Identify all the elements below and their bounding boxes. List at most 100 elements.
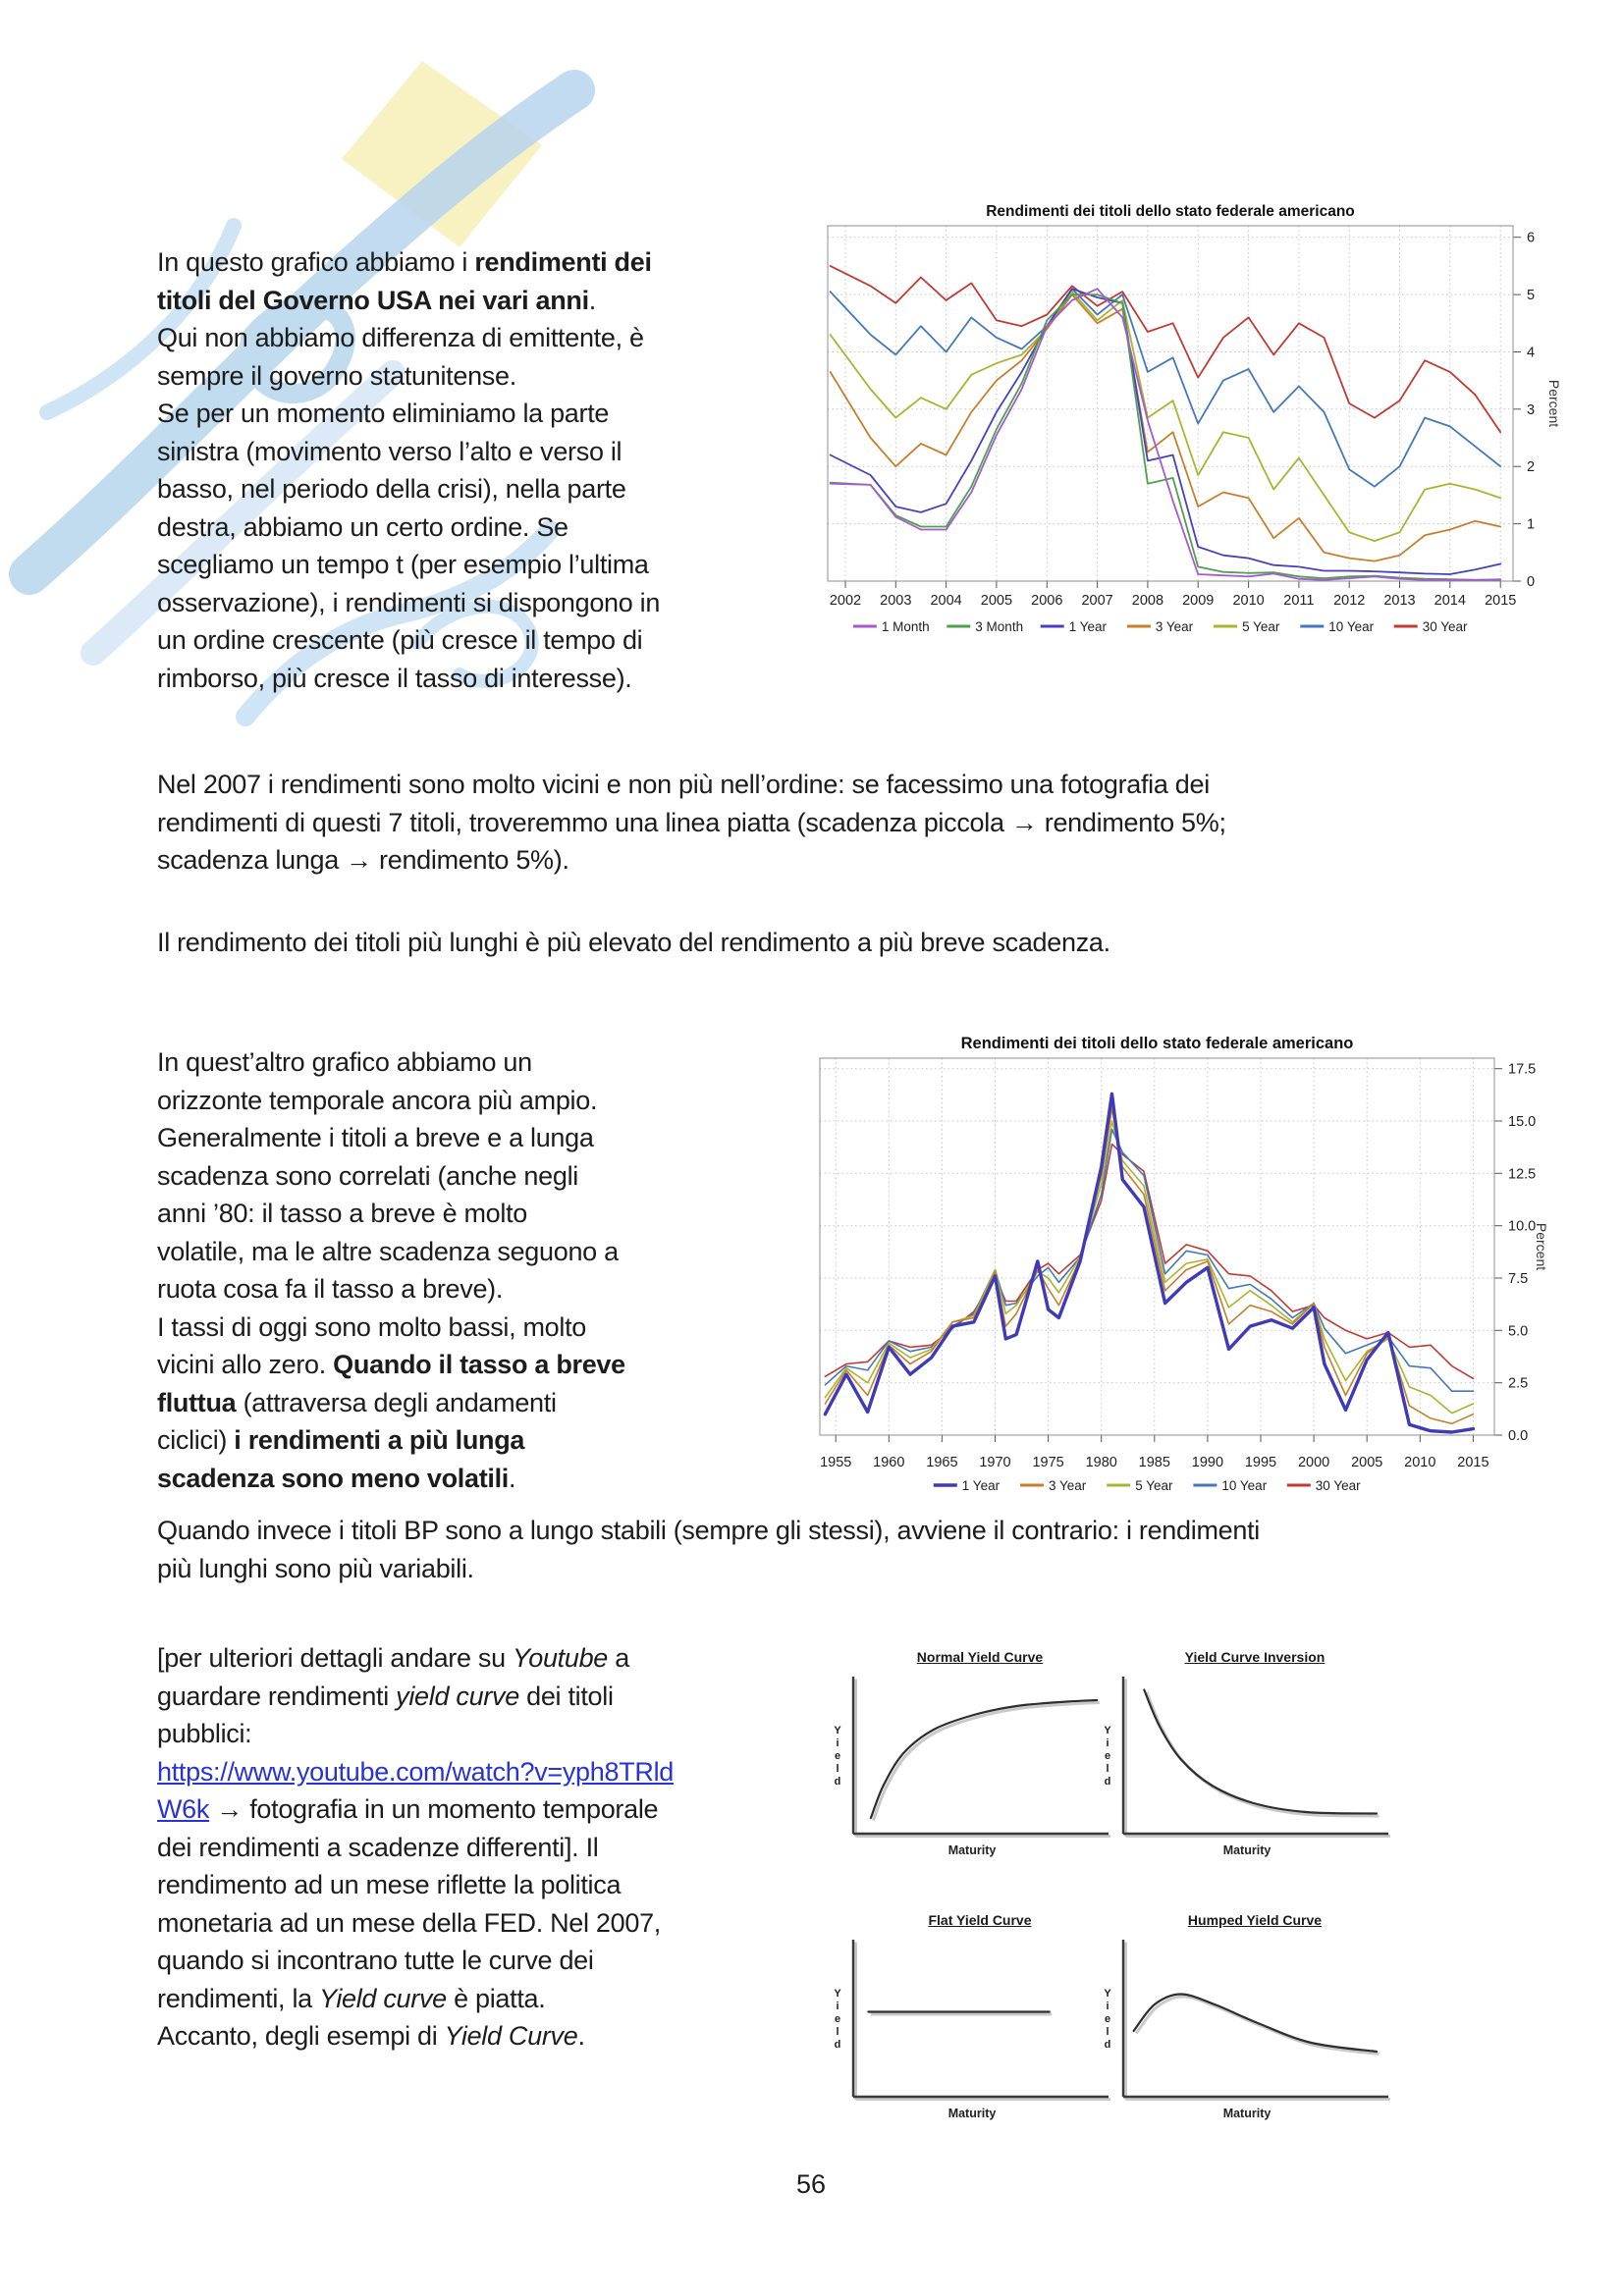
x-tick-label: 1970 — [979, 1455, 1010, 1470]
yield-letter: d — [1104, 1775, 1111, 1788]
yield-letter: e — [834, 2012, 841, 2025]
text-segment: rendimento 5%; scadenza lunga — [157, 807, 1226, 876]
text-segment: → — [346, 845, 372, 875]
diagram-title: Humped Yield Curve — [1187, 1912, 1323, 1928]
x-tick-label: 2010 — [1404, 1455, 1435, 1470]
youtube-link[interactable]: https://www.youtube.com/watch?v=yph8TRld… — [157, 1756, 675, 1825]
text-segment: dei titoli pubblici: — [157, 1681, 614, 1749]
flat-yield-curve-svg — [851, 1940, 1110, 2101]
y-tick-label: 3 — [1527, 402, 1535, 418]
legend-label: 3 Month — [975, 619, 1023, 634]
series-30-year — [824, 1143, 1475, 1380]
yield-letter: d — [1104, 2038, 1111, 2051]
diagram-title: Normal Yield Curve — [916, 1649, 1044, 1665]
yield-curve-inversion-svg — [1121, 1677, 1390, 1838]
x-tick-label: 1965 — [926, 1455, 957, 1470]
maturity-axis-label: Maturity — [1222, 2107, 1271, 2120]
x-tick-label: 2000 — [1298, 1455, 1329, 1470]
series-5-year — [829, 291, 1502, 542]
maturity-axis-label: Maturity — [947, 2107, 997, 2120]
yield-letter: e — [1104, 2012, 1111, 2025]
diagram-title: Yield Curve Inversion — [1184, 1649, 1325, 1665]
chart-title: Rendimenti dei titoli dello stato federa… — [986, 203, 1355, 220]
paragraph-long-maturity-yield: Il rendimento dei titoli più lunghi è pi… — [157, 924, 1571, 962]
series-3-year — [829, 294, 1502, 562]
yield-letter: l — [1106, 2025, 1109, 2038]
page-number: 56 — [795, 2169, 827, 2199]
yield-letter: e — [834, 1749, 841, 1762]
text-segment: Yield curve — [319, 1983, 447, 2013]
paragraph-second-chart-column: In quest’altro grafico abbiamo un orizzo… — [157, 1043, 805, 1497]
y-tick-label: 5.0 — [1508, 1323, 1528, 1339]
series-3-month — [829, 294, 1502, 581]
text-segment: yield curve — [396, 1681, 519, 1711]
x-tick-label: 2013 — [1383, 593, 1415, 609]
yield-curve-line — [1143, 1688, 1379, 1815]
chart-grid — [828, 226, 1521, 588]
text-segment: Nel 2007 i rendimenti sono molto vicini … — [157, 770, 1210, 837]
x-tick-label: 1985 — [1139, 1455, 1170, 1470]
y-tick-label: 0.0 — [1508, 1428, 1528, 1444]
text-segment: → — [216, 1794, 243, 1824]
x-tick-label: 2008 — [1132, 593, 1163, 609]
yield-curve-line — [1132, 1993, 1379, 2054]
legend-label: 10 Year — [1221, 1478, 1267, 1493]
legend-label: 1 Year — [962, 1478, 1001, 1493]
series-1-month — [829, 288, 1502, 581]
series-30-year — [829, 265, 1502, 434]
y-tick-label: 6 — [1527, 231, 1535, 246]
text-segment: . — [509, 1463, 516, 1493]
paragraph-second-chart-fullwidth: Quando invece i titoli BP sono a lungo s… — [157, 1512, 1581, 1587]
y-tick-label: 0 — [1527, 574, 1535, 590]
x-tick-label: 1980 — [1086, 1455, 1117, 1470]
maturity-axis-label: Maturity — [1222, 1843, 1271, 1857]
plot-border — [827, 225, 1514, 582]
x-tick-label: 2009 — [1182, 593, 1214, 609]
text-segment: (attraversa degli andamenti ciclici) — [157, 1387, 557, 1456]
y-tick-label: 2 — [1527, 459, 1535, 475]
x-tick-label: 2005 — [981, 593, 1012, 609]
paragraph-youtube-yield-curve: [per ulteriori dettagli andare su Youtub… — [157, 1639, 805, 2056]
text-segment: è piatta. Accanto, degli esempi di — [157, 1983, 546, 2052]
paragraph-intro-first-chart: In questo grafico abbiamo i rendimenti d… — [157, 243, 785, 697]
yield-letter: i — [836, 2000, 839, 2012]
watermark-logo — [9, 61, 595, 726]
legend-label: 3 Year — [1156, 619, 1194, 634]
legend-label: 5 Year — [1242, 619, 1280, 634]
yield-letter: Y — [834, 1724, 841, 1736]
chart-legend: 1 Year 3 Year 5 Year 10 Year 30 Year — [933, 1478, 1361, 1493]
y-tick-label: 5 — [1527, 288, 1535, 303]
series-5-year — [824, 1120, 1475, 1415]
legend-label: 30 Year — [1423, 619, 1468, 634]
maturity-axis-label: Maturity — [947, 1843, 997, 1857]
text-segment: rendimento 5%). — [371, 845, 569, 875]
y-tick-label: 1 — [1527, 517, 1535, 533]
y-axis-label: Percent — [1534, 1223, 1549, 1270]
text-segment: Yield Curve — [444, 2021, 578, 2051]
x-tick-label: 2011 — [1283, 593, 1314, 609]
x-tick-label: 2015 — [1485, 593, 1516, 609]
chart-legend: 1 Month 3 Month 1 Year 3 Year 5 Year 10 Year 3… — [852, 619, 1468, 634]
legend-label: 1 Year — [1069, 619, 1108, 634]
legend-label: 5 Year — [1135, 1478, 1173, 1493]
yield-letter: Y — [1104, 1724, 1111, 1736]
text-segment: i rendimenti a più lunga scadenza sono m… — [157, 1425, 525, 1493]
legend-label: 3 Year — [1049, 1478, 1087, 1493]
yield-letter: i — [836, 1736, 839, 1749]
text-segment: In quest’altro grafico abbiamo un orizzo… — [157, 1047, 619, 1379]
y-tick-label: 7.5 — [1508, 1271, 1528, 1287]
text-segment: . — [577, 2021, 585, 2051]
x-tick-label: 2014 — [1434, 593, 1466, 609]
yield-letter: l — [836, 2025, 839, 2038]
x-tick-label: 2010 — [1232, 593, 1264, 609]
legend-label: 10 Year — [1328, 619, 1374, 634]
text-segment: Il rendimento dei titoli più lunghi è pi… — [157, 928, 1110, 957]
text-segment: Youtube — [513, 1643, 609, 1673]
text-segment: a guardare rendimenti — [157, 1643, 629, 1711]
